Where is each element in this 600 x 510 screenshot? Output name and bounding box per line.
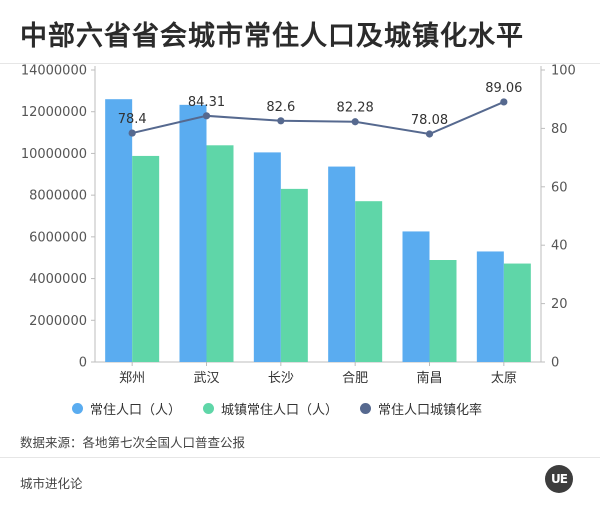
bar-population [476, 251, 504, 362]
legend-item-population[interactable]: 常住人口（人） [72, 399, 181, 418]
right-tick-label: 0 [551, 356, 559, 371]
right-tick-label: 80 [551, 122, 568, 137]
left-tick-label: 2000000 [29, 314, 87, 329]
category-label: 长沙 [268, 371, 294, 386]
urbanization-rate-label: 82.6 [266, 100, 295, 115]
urbanization-rate-line [131, 101, 505, 136]
urbanization-rate-point [202, 112, 211, 120]
urbanization-rate-label: 78.08 [411, 113, 448, 128]
bar-population [402, 231, 430, 362]
brand-name: 城市进化论 [20, 476, 83, 491]
urbanization-rate-label: 89.06 [485, 81, 522, 96]
right-tick-label: 20 [551, 297, 568, 312]
legend-label-urban-population: 城镇常住人口（人） [221, 402, 339, 418]
legend-swatch-urbanization-rate [360, 402, 372, 414]
urbanization-rate-point [351, 118, 359, 126]
bar-population [253, 152, 281, 362]
left-tick-label: 12000000 [21, 105, 87, 120]
bar-urban-population [132, 155, 160, 362]
bar-population [328, 166, 356, 362]
chart: 0 2000000 4000000 6000000 8000000 10000000 120… [21, 64, 576, 387]
page-title: 中部六省省会城市常住人口及城镇化水平 [20, 21, 524, 52]
bar-urban-population [429, 260, 457, 362]
legend-swatch-urban-population [203, 402, 215, 414]
left-tick-label: 6000000 [29, 230, 87, 245]
legend-item-urban-population[interactable]: 城镇常住人口（人） [203, 399, 338, 418]
left-tick-label: 14000000 [21, 64, 87, 79]
right-tick-label: 40 [551, 239, 568, 254]
title-divider [0, 63, 600, 64]
bar-urban-population [355, 201, 383, 362]
bar-population [105, 99, 133, 362]
left-tick-label: 10000000 [21, 147, 87, 162]
footer-divider [0, 457, 600, 458]
urbanization-rate-label: 78.4 [118, 112, 147, 127]
left-tick-label: 8000000 [29, 189, 87, 204]
urbanization-rate-point [425, 130, 434, 138]
legend-label-urbanization-rate: 常住人口城镇化率 [378, 402, 483, 418]
urbanization-rate-point [277, 117, 285, 125]
urbanization-rate-label: 84.31 [188, 95, 225, 110]
left-tick-label: 0 [79, 356, 87, 371]
bar-urban-population [280, 188, 308, 362]
left-tick-label: 4000000 [29, 272, 87, 287]
urbanization-rate-point [500, 98, 508, 106]
bar-population [179, 104, 207, 363]
category-label: 郑州 [119, 371, 145, 386]
legend-item-urbanization-rate[interactable]: 常住人口城镇化率 [360, 399, 482, 418]
brand-logo: UE [545, 465, 573, 493]
right-tick-label: 60 [551, 180, 568, 195]
category-label: 南昌 [416, 370, 442, 386]
data-source-note: 数据来源：各地第七次全国人口普查公报 [20, 435, 246, 450]
category-label: 太原 [491, 371, 517, 386]
bar-urban-population [206, 145, 234, 362]
urbanization-rate-point [128, 129, 136, 137]
right-tick-label: 100 [551, 64, 576, 79]
category-label: 武汉 [193, 371, 219, 386]
bar-urban-population [503, 263, 531, 362]
legend-label-population: 常住人口（人） [90, 402, 182, 418]
urbanization-rate-label: 82.28 [337, 101, 374, 116]
legend-swatch-population [72, 402, 83, 414]
category-label: 合肥 [342, 371, 368, 386]
legend: 常住人口（人） 城镇常住人口（人） 常住人口城镇化率 [72, 398, 482, 418]
